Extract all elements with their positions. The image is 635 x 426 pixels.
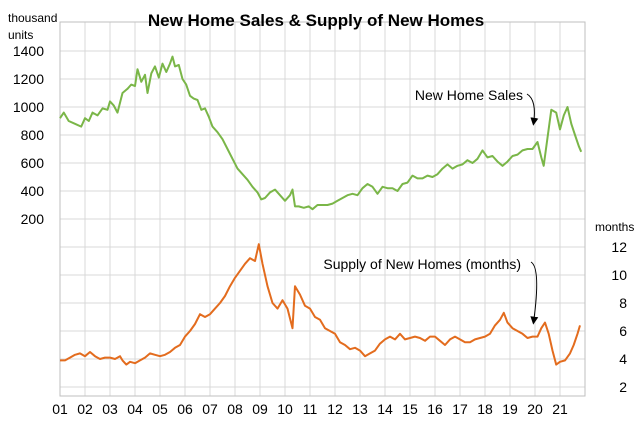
chart-title: New Home Sales & Supply of New Homes <box>148 11 484 30</box>
annotation-label: Supply of New Homes (months) <box>323 256 521 272</box>
annotation-label: New Home Sales <box>415 87 523 103</box>
series-line-new-home-sales <box>59 55 583 211</box>
series-line-supply-of-new-homes-months <box>60 243 581 366</box>
x-tick-label: 20 <box>527 401 543 417</box>
right-tick-label: 12 <box>611 239 627 255</box>
x-tick-label: 21 <box>552 401 568 417</box>
x-tick-label: 17 <box>452 401 468 417</box>
left-tick-label: 800 <box>21 127 45 143</box>
left-tick-label: 400 <box>21 183 45 199</box>
right-axis-ticks: 12 10 8 6 4 2 <box>611 239 627 395</box>
x-tick-label: 08 <box>227 401 243 417</box>
x-tick-label: 02 <box>77 401 93 417</box>
left-tick-label: 1400 <box>13 43 44 59</box>
right-axis-unit-label: months <box>595 220 634 234</box>
left-axis-unit-line2: units <box>8 28 33 42</box>
x-tick-label: 07 <box>202 401 218 417</box>
x-tick-label: 13 <box>352 401 368 417</box>
x-tick-label: 19 <box>502 401 518 417</box>
annotations: New Home Sales Supply of New Homes (month… <box>323 87 539 325</box>
x-tick-label: 14 <box>377 401 393 417</box>
right-tick-label: 6 <box>619 323 627 339</box>
x-tick-label: 15 <box>402 401 418 417</box>
x-tick-label: 01 <box>52 401 68 417</box>
x-tick-label: 16 <box>427 401 443 417</box>
x-tick-label: 10 <box>277 401 293 417</box>
x-tick-label: 11 <box>303 401 318 417</box>
x-tick-label: 05 <box>152 401 168 417</box>
annotation-arrow <box>526 93 539 126</box>
x-tick-label: 09 <box>252 401 268 417</box>
right-tick-label: 4 <box>619 351 627 367</box>
left-tick-label: 600 <box>21 155 45 171</box>
left-tick-label: 1200 <box>13 71 44 87</box>
left-axis-ticks: 1400 1200 1000 800 600 400 200 <box>13 43 44 227</box>
left-tick-label: 1000 <box>13 99 44 115</box>
left-axis-unit-line1: thousand <box>8 11 57 25</box>
series-lines <box>59 55 583 366</box>
plot-area-border <box>59 21 586 397</box>
annotation-arrow <box>530 261 539 325</box>
left-tick-label: 200 <box>21 211 45 227</box>
x-tick-label: 04 <box>127 401 143 417</box>
x-axis-ticks: 01 02 03 04 05 06 07 08 09 10 11 12 13 14 15 16 17 18 19 20… <box>52 401 568 417</box>
right-tick-label: 8 <box>619 295 627 311</box>
x-tick-label: 18 <box>477 401 493 417</box>
x-tick-label: 12 <box>327 401 343 417</box>
x-tick-label: 06 <box>177 401 193 417</box>
right-tick-label: 10 <box>611 267 627 283</box>
right-tick-label: 2 <box>619 379 627 395</box>
x-tick-label: 03 <box>102 401 118 417</box>
